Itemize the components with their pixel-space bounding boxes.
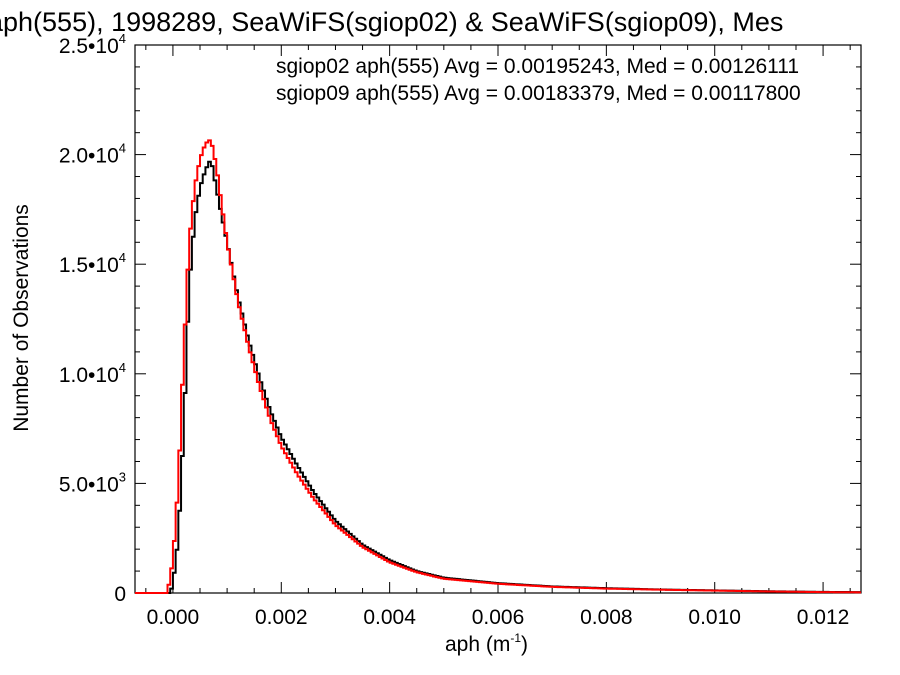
x-axis-label-close: ): [521, 633, 528, 656]
series-line-1: [135, 139, 861, 594]
x-tick-label: 0.000: [147, 606, 200, 629]
y-tick-label: 2.5•104: [59, 31, 126, 58]
y-tick-label: 5.0•103: [59, 469, 126, 496]
x-tick-label: 0.012: [797, 606, 850, 629]
y-tick-label: 2.0•104: [59, 141, 126, 168]
x-tick-label: 0.002: [255, 606, 308, 629]
x-axis-label-main: aph (m: [445, 633, 510, 656]
legend-entry-sgiop02: sgiop02 aph(555) Avg = 0.00195243, Med =…: [276, 55, 799, 78]
x-tick-label: 0.010: [688, 606, 741, 629]
legend-entry-sgiop09: sgiop09 aph(555) Avg = 0.00183379, Med =…: [276, 82, 801, 105]
y-axis-ticks: 0 5.0•103 1.0•104 1.5•104 2.0•104 2.5•104: [59, 31, 861, 606]
x-axis-label: aph (m-1): [445, 631, 528, 656]
y-tick-label: 1.5•104: [59, 250, 126, 277]
x-axis-label-superscript: -1: [510, 631, 521, 645]
y-tick-label: 1.0•104: [59, 360, 126, 387]
x-tick-label: 0.004: [363, 606, 416, 629]
y-tick-label: 0: [114, 583, 126, 606]
series-layer: [135, 139, 861, 594]
x-axis-ticks: 0.000 0.002 0.004 0.006 0.008 0.010 0.012: [145, 45, 851, 629]
series-line-0: [135, 160, 861, 594]
x-tick-label: 0.008: [580, 606, 633, 629]
chart-title: aph(555), 1998289, SeaWiFS(sgiop02) & Se…: [0, 7, 783, 37]
x-tick-label: 0.006: [472, 606, 525, 629]
y-axis-label: Number of Observations: [10, 204, 33, 432]
